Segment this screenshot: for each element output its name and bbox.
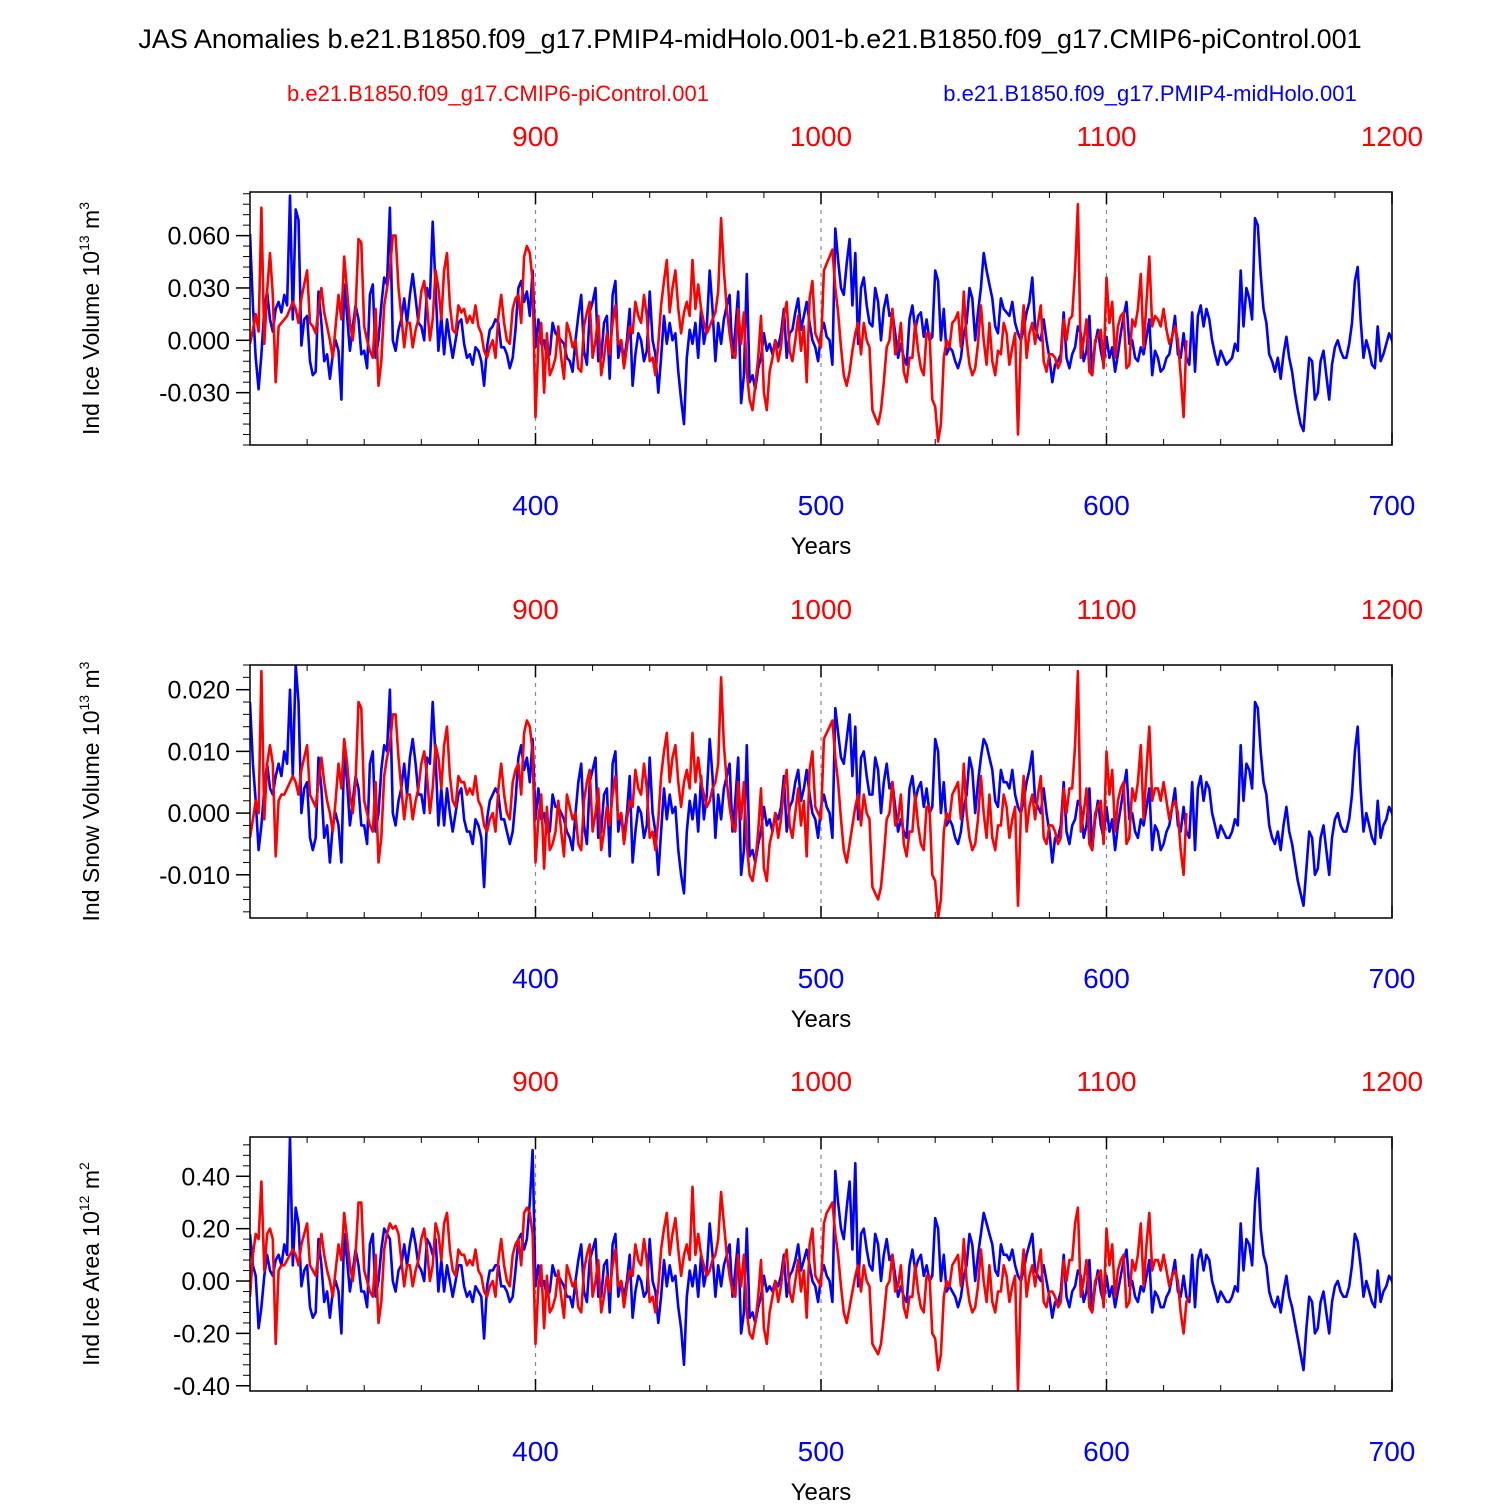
x-top-tick-label: 1100 <box>1076 1066 1136 1097</box>
figure-title: JAS Anomalies b.e21.B1850.f09_g17.PMIP4-… <box>138 24 1361 54</box>
x-bottom-tick-label: 600 <box>1083 1436 1130 1467</box>
y-tick-label: -0.030 <box>159 380 230 408</box>
x-axis-label: Years <box>791 1479 852 1500</box>
legend-blue-label: b.e21.B1850.f09_g17.PMIP4-midHolo.001 <box>943 81 1356 106</box>
x-bottom-tick-label: 500 <box>798 1436 845 1467</box>
series-blue-line <box>250 665 1392 908</box>
y-tick-label: 0.40 <box>181 1163 230 1191</box>
x-top-tick-label: 1200 <box>1361 121 1423 152</box>
y-tick-label: 0.00 <box>181 1268 230 1296</box>
x-bottom-tick-label: 600 <box>1083 490 1130 521</box>
x-bottom-tick-label: 400 <box>512 1436 559 1467</box>
x-top-tick-label: 900 <box>512 121 559 152</box>
y-tick-label: 0.030 <box>167 275 230 303</box>
x-bottom-tick-label: 400 <box>512 490 559 521</box>
x-top-tick-label: 1200 <box>1361 1066 1423 1097</box>
x-top-tick-label: 1100 <box>1076 121 1136 152</box>
x-bottom-tick-label: 700 <box>1369 1436 1416 1467</box>
x-bottom-tick-label: 600 <box>1083 963 1130 994</box>
y-axis-label: Ind Snow Volume 1013 m3 <box>76 661 104 921</box>
y-axis-label: Ind Ice Volume 1013 m3 <box>76 202 104 435</box>
series-blue-line <box>250 1137 1392 1372</box>
series-blue-line <box>250 194 1392 433</box>
chart-panels: -0.030 0.000 0.030 0.060 400 500 600 700 900 1000… <box>76 121 1423 1505</box>
y-tick-label: 0.20 <box>181 1216 230 1244</box>
series-red-line <box>250 1180 1191 1391</box>
chart-panel-2: -0.010 0.000 0.010 0.020 400 500 600 700 900 1000… <box>76 594 1423 1033</box>
x-top-tick-label: 1000 <box>790 121 852 152</box>
y-tick-label: -0.20 <box>173 1320 230 1348</box>
series-red-line <box>250 202 1188 443</box>
x-bottom-tick-label: 400 <box>512 963 559 994</box>
y-tick-label: 0.000 <box>167 800 230 828</box>
x-bottom-tick-label: 700 <box>1369 490 1416 521</box>
x-top-tick-label: 1100 <box>1076 594 1136 625</box>
y-tick-label: 0.010 <box>167 738 230 766</box>
x-top-tick-label: 1000 <box>790 1066 852 1097</box>
x-bottom-tick-label: 500 <box>798 963 845 994</box>
x-bottom-tick-label: 700 <box>1369 963 1416 994</box>
x-top-tick-label: 1000 <box>790 594 852 625</box>
y-axis-label: Ind Ice Area 1012 m2 <box>76 1162 104 1366</box>
x-top-tick-label: 900 <box>512 594 559 625</box>
series-red-line <box>250 669 1188 918</box>
x-axis-label: Years <box>791 1006 852 1033</box>
y-tick-label: 0.020 <box>167 677 230 705</box>
legend-red-label: b.e21.B1850.f09_g17.CMIP6-piControl.001 <box>287 81 709 106</box>
x-top-tick-label: 1200 <box>1361 594 1423 625</box>
y-tick-label: 0.000 <box>167 327 230 355</box>
x-top-tick-label: 900 <box>512 1066 559 1097</box>
x-bottom-tick-label: 500 <box>798 490 845 521</box>
y-tick-label: 0.060 <box>167 223 230 251</box>
chart-panel-3: -0.40 -0.20 0.00 0.20 0.40 400 500 600 700 900 100… <box>76 1066 1423 1505</box>
chart-panel-1: -0.030 0.000 0.030 0.060 400 500 600 700 900 1000… <box>76 121 1423 560</box>
y-tick-label: -0.010 <box>159 862 230 890</box>
y-tick-label: -0.40 <box>173 1373 230 1401</box>
x-axis-label: Years <box>791 533 852 560</box>
